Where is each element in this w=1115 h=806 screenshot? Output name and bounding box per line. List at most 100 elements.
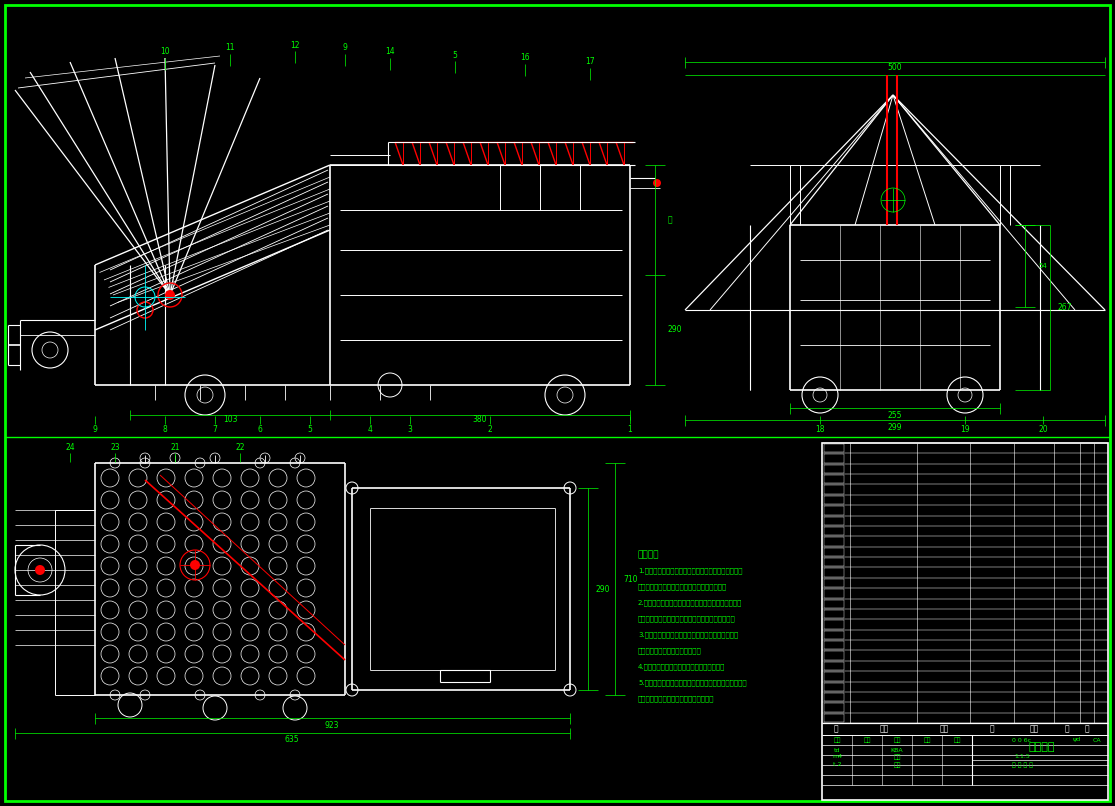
Text: 16: 16 bbox=[521, 53, 530, 63]
Bar bbox=[824, 455, 844, 463]
Text: 前: 前 bbox=[668, 215, 672, 225]
Text: 290: 290 bbox=[597, 584, 611, 593]
Text: 24: 24 bbox=[65, 442, 75, 451]
Text: 7: 7 bbox=[213, 426, 217, 434]
Bar bbox=[824, 610, 844, 618]
Text: 工艺: 工艺 bbox=[923, 737, 931, 743]
Text: 710: 710 bbox=[623, 575, 638, 584]
Text: 2: 2 bbox=[487, 426, 493, 434]
Circle shape bbox=[165, 290, 175, 300]
Text: 54: 54 bbox=[1038, 263, 1047, 269]
Text: 二组台目: 二组台目 bbox=[1029, 742, 1055, 752]
Bar bbox=[824, 444, 844, 452]
Bar bbox=[824, 579, 844, 588]
Text: 备: 备 bbox=[1065, 725, 1069, 733]
Text: 2.零件在装配前必须清理和清洁干净，不得有毛刺、飞: 2.零件在装配前必须清理和清洁干净，不得有毛刺、飞 bbox=[638, 600, 743, 606]
Text: 技术要求: 技术要求 bbox=[638, 550, 659, 559]
Text: 103: 103 bbox=[223, 416, 237, 425]
Text: 设计: 设计 bbox=[833, 737, 841, 743]
Text: 267: 267 bbox=[1058, 302, 1073, 311]
Text: 问卷: 问卷 bbox=[893, 762, 901, 768]
Bar bbox=[824, 485, 844, 494]
Text: 635: 635 bbox=[284, 736, 299, 745]
Text: 校对: 校对 bbox=[863, 737, 871, 743]
Text: 0 0 6c: 0 0 6c bbox=[1012, 737, 1031, 742]
Bar bbox=[824, 641, 844, 650]
Text: 各尺寸及相关联的配合进行复查。: 各尺寸及相关联的配合进行复查。 bbox=[638, 648, 701, 654]
Text: 边、氧化皮、铁屑、切削、油脂、着色剂和灰尘等。: 边、氧化皮、铁屑、切削、油脂、着色剂和灰尘等。 bbox=[638, 616, 736, 622]
Bar bbox=[824, 683, 844, 691]
Text: 1: 1 bbox=[628, 426, 632, 434]
Text: t 2: t 2 bbox=[833, 762, 841, 767]
Text: 焊接和焊手，不得自行更换，使用相焊。: 焊接和焊手，不得自行更换，使用相焊。 bbox=[638, 696, 715, 702]
Text: 923: 923 bbox=[324, 721, 339, 729]
Text: 17: 17 bbox=[585, 57, 594, 67]
Text: 22: 22 bbox=[235, 442, 245, 451]
Circle shape bbox=[35, 565, 45, 575]
Text: td: td bbox=[834, 747, 841, 753]
Text: 10: 10 bbox=[161, 48, 169, 56]
Bar bbox=[824, 506, 844, 514]
Text: 290: 290 bbox=[668, 326, 682, 334]
Text: 12: 12 bbox=[290, 40, 300, 49]
Text: 299: 299 bbox=[888, 422, 902, 431]
Bar bbox=[824, 558, 844, 567]
Bar bbox=[824, 621, 844, 629]
Bar bbox=[824, 600, 844, 608]
Text: 3.装配前检查，零件的主要配合尺寸，包括过盈配合: 3.装配前检查，零件的主要配合尺寸，包括过盈配合 bbox=[638, 632, 738, 638]
Text: 批准: 批准 bbox=[953, 737, 961, 743]
Text: 9: 9 bbox=[342, 44, 348, 52]
Bar bbox=[824, 651, 844, 660]
Text: 主 次 共 第: 主 次 共 第 bbox=[1011, 762, 1032, 768]
Text: 20: 20 bbox=[1038, 426, 1048, 434]
Bar bbox=[824, 568, 844, 577]
Bar bbox=[824, 672, 844, 680]
Text: 5: 5 bbox=[308, 426, 312, 434]
Circle shape bbox=[190, 560, 200, 570]
Text: 380: 380 bbox=[473, 416, 487, 425]
Text: 500: 500 bbox=[888, 64, 902, 73]
Text: 件号: 件号 bbox=[880, 725, 889, 733]
Text: 4.装配过程中不允许磕碰、划、划伤和锈蚀。: 4.装配过程中不允许磕碰、划、划伤和锈蚀。 bbox=[638, 663, 726, 671]
Bar bbox=[824, 548, 844, 556]
Text: ψd: ψd bbox=[1073, 737, 1082, 742]
Bar bbox=[824, 538, 844, 546]
Bar bbox=[822, 443, 1108, 800]
Bar bbox=[824, 527, 844, 535]
Text: 23: 23 bbox=[110, 442, 119, 451]
Text: 材: 材 bbox=[990, 725, 995, 733]
Text: 19: 19 bbox=[960, 426, 970, 434]
Text: 必须具有检验合格证明的合格证方能进行装配。: 必须具有检验合格证明的合格证方能进行装配。 bbox=[638, 584, 727, 590]
Text: 注: 注 bbox=[1085, 725, 1089, 733]
Text: 不差: 不差 bbox=[893, 754, 901, 760]
Text: 序: 序 bbox=[834, 725, 838, 733]
Text: 5: 5 bbox=[453, 51, 457, 60]
Text: KBA: KBA bbox=[891, 747, 903, 753]
Text: 11: 11 bbox=[225, 44, 235, 52]
Text: 数量: 数量 bbox=[1029, 725, 1039, 733]
Text: 标准: 标准 bbox=[939, 725, 949, 733]
Text: 9: 9 bbox=[93, 426, 97, 434]
Text: 6: 6 bbox=[258, 426, 262, 434]
Bar bbox=[824, 589, 844, 597]
Text: 4: 4 bbox=[368, 426, 372, 434]
Bar bbox=[824, 662, 844, 670]
Text: 5.组对、组装和焊接零部件，严格按图纸要求用不合适的: 5.组对、组装和焊接零部件，严格按图纸要求用不合适的 bbox=[638, 679, 747, 686]
Text: 255: 255 bbox=[888, 410, 902, 419]
Text: 1:1.5: 1:1.5 bbox=[1015, 754, 1030, 759]
Text: 8: 8 bbox=[163, 426, 167, 434]
Bar bbox=[824, 630, 844, 639]
Bar bbox=[824, 704, 844, 712]
Text: 21: 21 bbox=[171, 442, 180, 451]
Bar bbox=[824, 713, 844, 722]
Text: 1.凡入配置的零件及部件（包括外购件、外协件），均: 1.凡入配置的零件及部件（包括外购件、外协件），均 bbox=[638, 567, 743, 575]
Text: 18: 18 bbox=[815, 426, 825, 434]
Text: 14: 14 bbox=[385, 48, 395, 56]
Bar bbox=[824, 517, 844, 525]
Text: 3: 3 bbox=[408, 426, 413, 434]
Text: m4: m4 bbox=[832, 754, 842, 759]
Bar bbox=[824, 465, 844, 473]
Bar bbox=[824, 693, 844, 701]
Bar bbox=[824, 475, 844, 484]
Text: CA: CA bbox=[1093, 737, 1102, 742]
